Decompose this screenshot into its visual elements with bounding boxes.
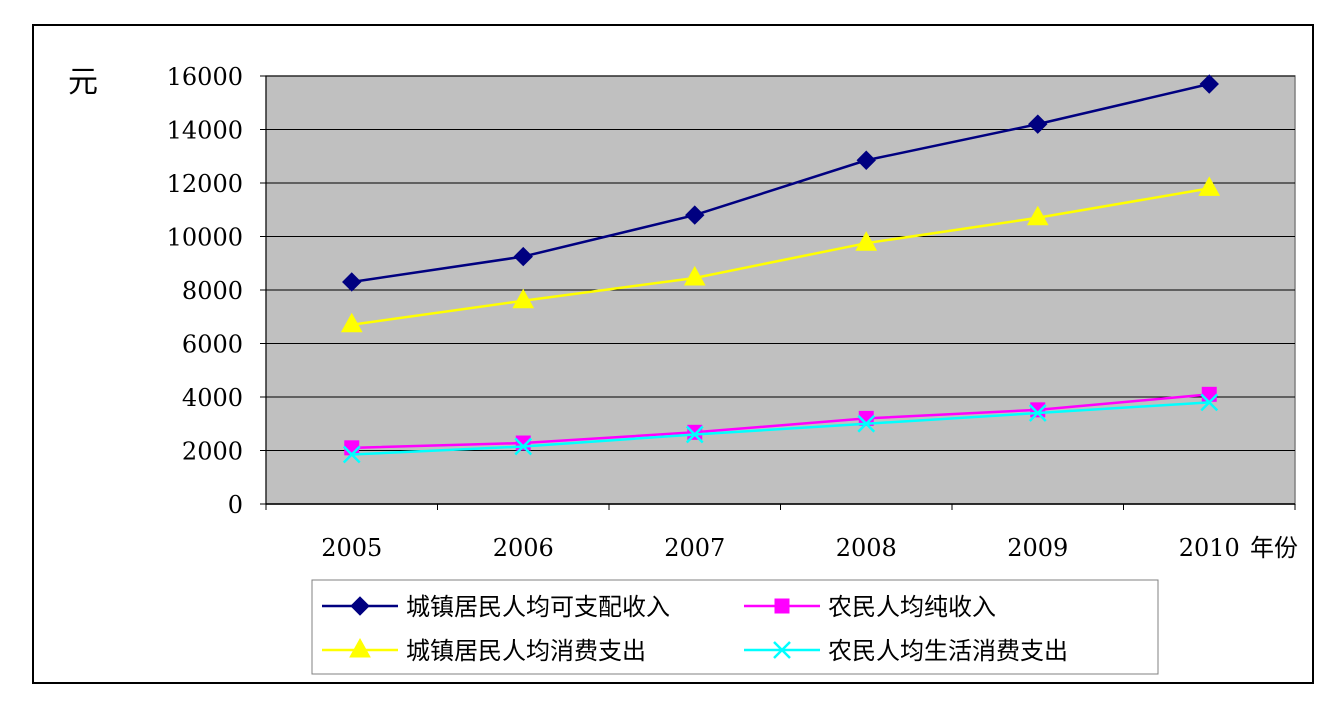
series-line <box>342 393 1219 464</box>
data-point <box>1026 205 1049 226</box>
x-tick-label: 2010 <box>1179 534 1240 562</box>
x-tick-label: 2005 <box>321 534 382 562</box>
data-point <box>1028 114 1048 134</box>
data-point-stroke <box>857 414 876 433</box>
data-point <box>342 445 361 464</box>
data-point <box>685 425 704 444</box>
data-point-stroke <box>514 437 533 456</box>
y-tick-label: 14000 <box>167 117 243 145</box>
series-path <box>351 187 1210 327</box>
x-tick-label: 2009 <box>1007 534 1068 562</box>
data-point <box>1028 404 1047 422</box>
data-point <box>1198 176 1221 196</box>
data-point <box>857 414 876 433</box>
data-point <box>342 272 362 292</box>
data-point <box>1201 386 1217 402</box>
data-point <box>1199 74 1219 94</box>
data-point <box>514 437 533 456</box>
y-tick-label: 2000 <box>182 438 243 466</box>
legend-item: 城镇居民人均消费支出 <box>322 637 646 665</box>
data-point-stroke <box>1200 393 1219 412</box>
x-tick-label: 2006 <box>493 534 554 562</box>
legend-item: 农民人均生活消费支出 <box>744 637 1068 665</box>
x-axis-ticks: 2005 2006 2007 2008 2009 2010 <box>265 504 1296 562</box>
series-line <box>340 176 1221 333</box>
y-tick-label: 8000 <box>182 277 243 305</box>
series-line <box>342 74 1219 292</box>
data-point <box>683 265 706 286</box>
series-group <box>340 74 1221 464</box>
data-point-stroke <box>773 641 791 659</box>
legend-item: 农民人均纯收入 <box>744 593 996 621</box>
data-point <box>773 641 791 659</box>
y-tick-label: 6000 <box>182 331 243 359</box>
data-point <box>856 150 876 170</box>
y-axis-ticks: 0 2000 4000 6000 8000 10000 12000 14000 16000 <box>167 63 266 519</box>
data-point <box>349 637 371 658</box>
series-path <box>351 401 1210 456</box>
data-point <box>687 424 703 440</box>
legend-label: 城镇居民人均可支配收入 <box>406 593 670 621</box>
x-tick-label: 2007 <box>664 534 725 562</box>
data-point <box>350 596 370 616</box>
y-tick-label: 16000 <box>167 63 243 91</box>
data-point <box>344 440 360 456</box>
legend-label: 农民人均生活消费支出 <box>828 637 1068 665</box>
y-axis-label: 元 <box>68 65 98 100</box>
data-point <box>685 205 705 225</box>
data-point-stroke <box>1028 404 1047 422</box>
data-point <box>855 231 878 251</box>
series-path <box>351 82 1210 284</box>
data-point-stroke <box>342 445 361 464</box>
data-point <box>1200 393 1219 412</box>
x-tick-label: 2008 <box>836 534 897 562</box>
legend-label: 城镇居民人均消费支出 <box>406 637 646 665</box>
data-point <box>513 246 533 267</box>
legend-label: 农民人均纯收入 <box>828 593 996 621</box>
data-point <box>512 288 535 309</box>
data-point <box>340 312 363 333</box>
y-tick-label: 12000 <box>167 170 243 198</box>
y-tick-label: 4000 <box>182 384 243 412</box>
legend-item: 城镇居民人均可支配收入 <box>322 593 670 621</box>
y-tick-label: 10000 <box>167 224 243 252</box>
y-tick-label: 0 <box>228 491 243 519</box>
data-point <box>774 598 790 614</box>
data-point-stroke <box>685 425 704 444</box>
x-axis-label: 年份 <box>1250 534 1298 562</box>
series-path <box>351 393 1210 450</box>
legend-box <box>311 579 1159 675</box>
